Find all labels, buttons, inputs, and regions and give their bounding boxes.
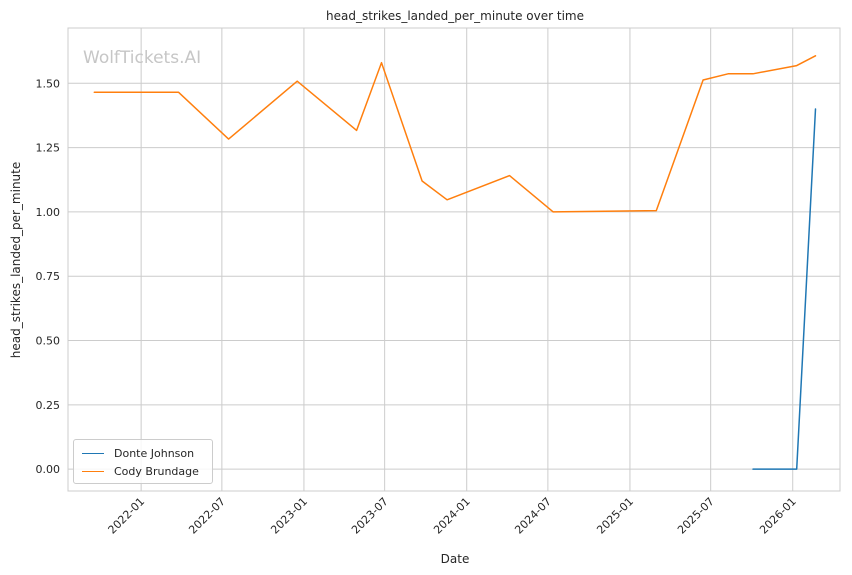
y-axis-label: head_strikes_landed_per_minute xyxy=(9,162,23,359)
y-tick-label: 1.25 xyxy=(36,142,61,155)
chart-legend: Donte Johnson Cody Brundage xyxy=(73,439,213,484)
y-tick-label: 0.75 xyxy=(36,270,61,283)
y-tick-label: 0.00 xyxy=(36,463,61,476)
legend-item-donte-johnson: Donte Johnson xyxy=(82,446,194,460)
series-line-cody-brundage xyxy=(93,55,817,213)
legend-swatch-cody-brundage xyxy=(82,470,104,472)
watermark-text: WolfTickets.AI xyxy=(83,48,202,68)
legend-item-cody-brundage: Cody Brundage xyxy=(82,464,199,478)
series-layer xyxy=(93,55,817,470)
y-tick-label: 0.50 xyxy=(36,335,61,348)
legend-label-donte-johnson: Donte Johnson xyxy=(114,446,195,460)
chart-title: head_strikes_landed_per_minute over time xyxy=(326,9,584,23)
plot-frame xyxy=(67,27,841,492)
y-tick-label: 0.25 xyxy=(36,399,61,412)
legend-label-cody-brundage: Cody Brundage xyxy=(114,464,199,478)
grid-lines xyxy=(68,28,840,491)
legend-swatch-donte-johnson xyxy=(82,452,104,454)
series-line-donte-johnson xyxy=(752,108,817,470)
y-tick-label: 1.50 xyxy=(36,77,61,90)
x-axis-label: Date xyxy=(441,552,470,566)
y-tick-label: 1.00 xyxy=(36,206,61,219)
